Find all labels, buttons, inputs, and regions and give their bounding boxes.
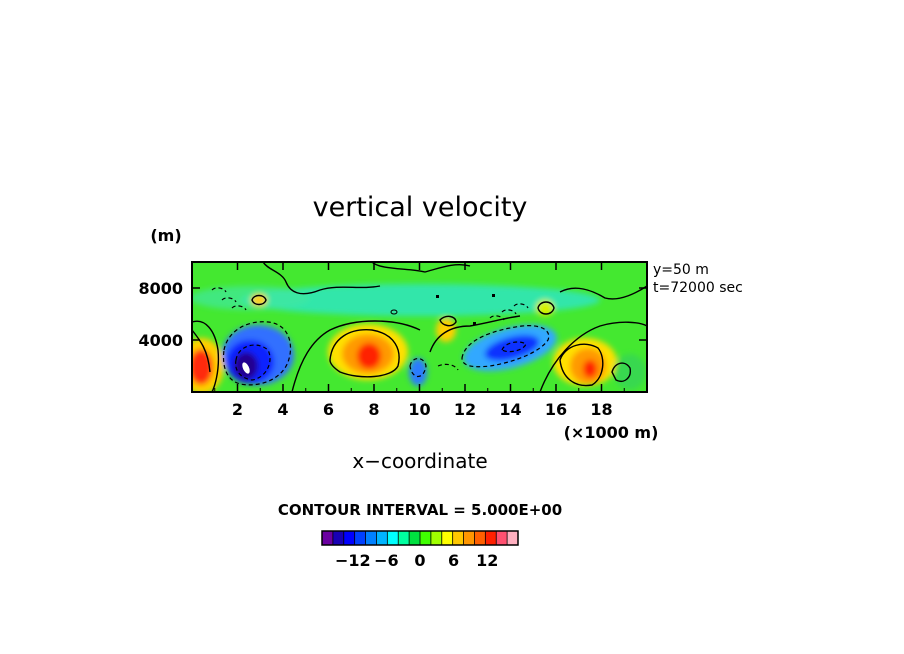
contour-solid bbox=[439, 315, 457, 327]
colorbar-swatch bbox=[354, 531, 366, 545]
y-axis-units: (m) bbox=[150, 226, 181, 245]
colorbar-swatch bbox=[365, 531, 377, 545]
colorbar-swatch bbox=[376, 531, 388, 545]
contour-solid bbox=[559, 343, 604, 387]
colorbar-swatch bbox=[322, 531, 334, 545]
x-tick-label: 18 bbox=[590, 400, 612, 419]
x-tick-label: 14 bbox=[499, 400, 521, 419]
x-tick-label: 6 bbox=[323, 400, 334, 419]
colorbar-tick-label: −12 bbox=[335, 551, 371, 570]
contour-dashed bbox=[437, 363, 459, 371]
contour-solid bbox=[192, 329, 211, 373]
updraft-17km-core bbox=[583, 360, 597, 378]
colorbar-swatch bbox=[430, 531, 443, 545]
contour-dot bbox=[492, 294, 495, 297]
y-axis: 4000 8000 bbox=[138, 279, 647, 350]
annotation-y: y=50 m bbox=[653, 262, 709, 278]
contour-solid bbox=[611, 362, 631, 382]
colorbar-swatch bbox=[343, 531, 355, 545]
chart-title: vertical velocity bbox=[313, 192, 528, 223]
colorbar-swatch bbox=[496, 531, 508, 545]
colorbar-tick-label: 0 bbox=[414, 551, 425, 570]
contour-dashed bbox=[513, 303, 529, 309]
colorbar-swatch bbox=[474, 531, 486, 545]
contour-dashed bbox=[221, 297, 237, 303]
x-tick-label: 8 bbox=[368, 400, 379, 419]
colorbar-frame bbox=[321, 530, 519, 546]
contour-dashed bbox=[501, 341, 527, 353]
colorbar-swatch bbox=[398, 531, 410, 545]
x-tick-label: 10 bbox=[408, 400, 430, 419]
contour-solid bbox=[429, 315, 521, 353]
contour-dashed bbox=[501, 309, 517, 315]
contour-lines bbox=[192, 262, 647, 392]
colorbar-swatch bbox=[507, 531, 519, 545]
contour-dashed bbox=[489, 315, 505, 321]
contour-solid bbox=[539, 321, 647, 392]
colorbar-swatch bbox=[409, 531, 421, 545]
small-dots bbox=[390, 294, 495, 325]
colorbar: −12 −6 0 6 12 bbox=[321, 530, 519, 570]
colorbar-swatch bbox=[420, 531, 432, 545]
updraft-8km-core bbox=[357, 343, 381, 369]
contour-dashed bbox=[235, 344, 271, 381]
contour-solid bbox=[291, 320, 421, 392]
contour-dashed bbox=[461, 325, 550, 368]
negative-contours bbox=[211, 287, 550, 386]
contour-dashed bbox=[222, 321, 292, 386]
y-tick-label: 4000 bbox=[138, 331, 183, 350]
y-tick-label: 8000 bbox=[138, 279, 183, 298]
contour-dashed bbox=[409, 357, 427, 378]
downdraft-10km bbox=[409, 358, 427, 386]
contour-dot bbox=[473, 322, 476, 325]
contour-dashed bbox=[211, 287, 227, 293]
x-tick-label: 2 bbox=[232, 400, 243, 419]
contour-interval-label: CONTOUR INTERVAL = 5.000E+00 bbox=[278, 501, 562, 519]
colorbar-swatch bbox=[332, 531, 345, 545]
x-axis-units: (×1000 m) bbox=[564, 423, 659, 442]
contour-solid bbox=[262, 262, 381, 295]
colorbar-tick-label: 6 bbox=[448, 551, 459, 570]
colorbar-swatch bbox=[463, 531, 475, 545]
colorbar-swatch bbox=[452, 531, 464, 545]
x-tick-label: 4 bbox=[277, 400, 288, 419]
field-blobs bbox=[192, 284, 646, 392]
annotation-time: t=72000 sec bbox=[653, 280, 743, 296]
updraft-11km bbox=[436, 318, 456, 342]
colorbar-swatch bbox=[387, 531, 399, 545]
contour-dot bbox=[436, 295, 439, 298]
x-tick-label: 12 bbox=[454, 400, 476, 419]
plot-area bbox=[192, 262, 647, 392]
contour-solid bbox=[192, 320, 220, 392]
cyan-band bbox=[240, 284, 600, 316]
contour-solid bbox=[329, 329, 400, 378]
contour-solid bbox=[251, 294, 267, 306]
contour-solid bbox=[537, 301, 555, 315]
cyan-band-left bbox=[192, 286, 310, 310]
colorbar-swatch bbox=[441, 531, 453, 545]
contour-solid bbox=[559, 285, 647, 300]
downdraft-14km-core bbox=[484, 335, 540, 361]
x-tick-label: 16 bbox=[545, 400, 567, 419]
x-axis: 2 4 6 8 10 12 14 16 18 bbox=[214, 262, 625, 419]
contour-dot bbox=[390, 309, 398, 315]
contour-dashed bbox=[231, 305, 247, 311]
contour-solid bbox=[371, 262, 471, 273]
colorbar-tick-label: 12 bbox=[476, 551, 498, 570]
colorbar-tick-label: −6 bbox=[374, 551, 399, 570]
x-axis-label: x−coordinate bbox=[352, 449, 487, 473]
colorbar-swatch bbox=[485, 531, 497, 545]
extreme-core bbox=[242, 362, 250, 374]
